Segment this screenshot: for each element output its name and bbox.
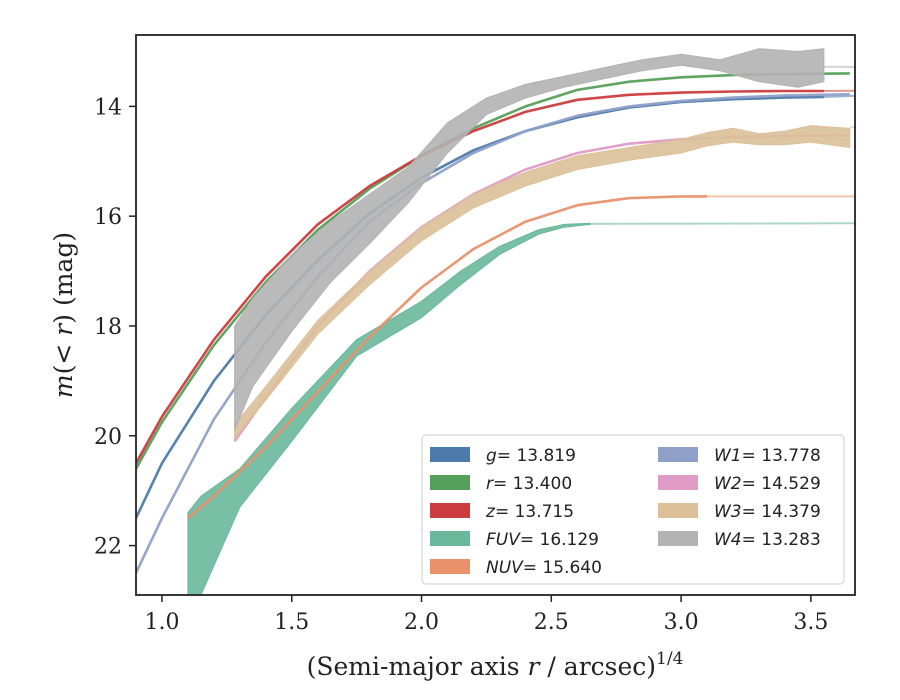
legend-swatch-r	[430, 475, 470, 490]
legend: g= 13.819 r= 13.400 z= 13.715 FUV= 16.129 NU…	[421, 434, 845, 585]
legend-swatch-g	[430, 447, 470, 462]
plot-frame	[135, 34, 856, 596]
legend-label-z: z= 13.715	[485, 502, 574, 522]
legend-swatch-w3	[658, 503, 698, 518]
x-tick-label: 3.5	[793, 610, 828, 635]
series-w3-band	[234, 125, 851, 440]
legend-label-nuv: NUV= 15.640	[486, 558, 602, 578]
x-axis-title: (Semi-major axis r / arcsec)1/4	[307, 649, 684, 681]
x-tick-label: 1.5	[274, 610, 309, 635]
series-fuv-extension	[590, 222, 855, 225]
legend-label-w2: W2= 14.529	[714, 474, 821, 494]
legend-label-r: r= 13.400	[486, 474, 572, 494]
y-tick-label: 14	[94, 95, 122, 120]
y-tick-label: 22	[94, 535, 122, 560]
data-layer	[136, 48, 855, 595]
y-tick-label: 16	[94, 205, 122, 230]
legend-swatch-w1	[658, 447, 698, 462]
series-r-line	[136, 72, 850, 470]
series-w1-line	[136, 93, 850, 574]
series-nuv-line	[187, 195, 707, 520]
series-w4-band	[234, 48, 825, 431]
legend-items: g= 13.819 r= 13.400 z= 13.715 FUV= 16.129 NU…	[430, 446, 821, 578]
legend-swatch-z	[430, 503, 470, 518]
legend-swatch-nuv	[430, 559, 470, 574]
x-tick-label: 2.5	[534, 610, 569, 635]
series-z-line	[136, 89, 824, 464]
legend-label-w4: W4= 13.283	[714, 530, 821, 550]
legend-frame	[421, 434, 845, 585]
y-axis-title: m(< r) (mag)	[49, 232, 78, 398]
legend-label-w3: W3= 14.379	[714, 502, 821, 522]
x-tick-label: 2.0	[404, 610, 439, 635]
series-fuv-band	[187, 222, 591, 595]
y-tick-label: 20	[94, 425, 122, 450]
series-g-line	[136, 95, 824, 519]
legend-label-w1: W1= 13.778	[714, 446, 821, 466]
ticks-layer: 1.0 1.5 2.0 2.5 3.0 3.5 14 16 18 20 22	[94, 95, 828, 635]
legend-label-fuv: FUV= 16.129	[486, 530, 599, 550]
y-tick-label: 18	[94, 315, 122, 340]
x-tick-label: 1.0	[144, 610, 179, 635]
series-g-extension	[823, 94, 855, 98]
legend-label-g: g= 13.819	[486, 446, 576, 466]
legend-swatch-w4	[658, 531, 698, 546]
x-tick-label: 3.0	[664, 610, 699, 635]
legend-swatch-w2	[658, 475, 698, 490]
legend-swatch-fuv	[430, 531, 470, 546]
